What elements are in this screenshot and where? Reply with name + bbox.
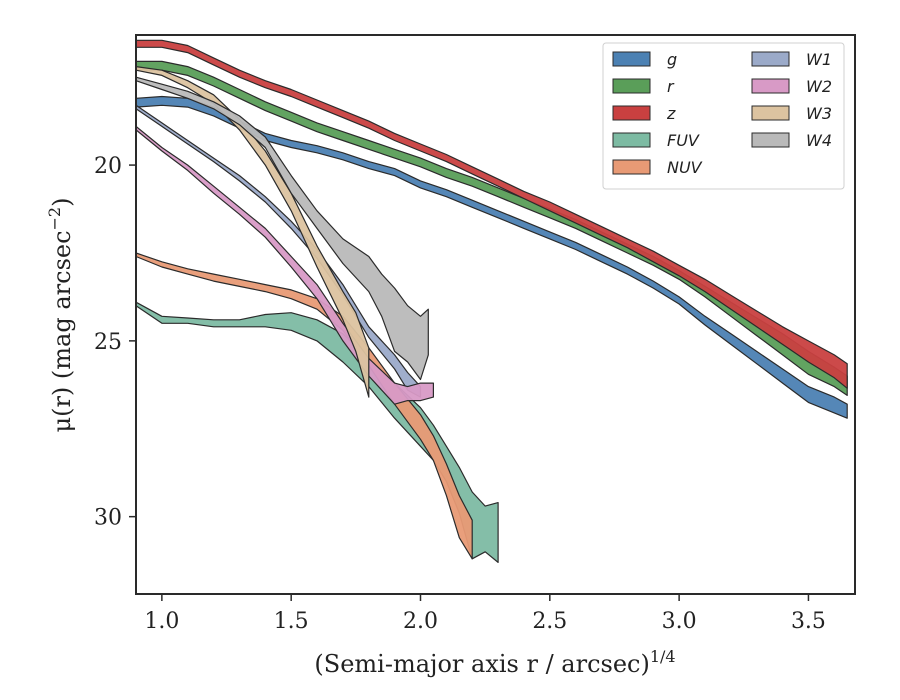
legend-label-w2: W2 bbox=[806, 77, 832, 96]
legend: grz FUV NUV W1 W2 W3 W4 bbox=[602, 42, 845, 190]
legend-label-w1: W1 bbox=[806, 50, 832, 69]
legend-swatch-w1 bbox=[751, 51, 790, 67]
legend-swatch-fuv bbox=[612, 132, 651, 148]
legend-swatch-r bbox=[612, 78, 651, 94]
y-tick-label: 25 bbox=[94, 330, 122, 355]
legend-swatch-nuv bbox=[612, 159, 651, 175]
band-z bbox=[135, 39, 848, 389]
y-tick-label: 20 bbox=[94, 154, 122, 179]
band-w4 bbox=[135, 76, 429, 381]
x-tick-label: 3.5 bbox=[791, 609, 826, 634]
legend-label-fuv: FUV bbox=[667, 131, 700, 150]
x-tick-label: 3.0 bbox=[662, 609, 697, 634]
x-tick-label: 2.0 bbox=[403, 609, 438, 634]
legend-swatch-w3 bbox=[751, 105, 790, 121]
legend-swatch-w2 bbox=[751, 78, 790, 94]
profile-bands bbox=[135, 39, 848, 563]
x-tick-label: 2.5 bbox=[532, 609, 567, 634]
legend-swatch-z bbox=[612, 105, 651, 121]
band-g bbox=[135, 95, 848, 419]
legend-label-w3: W3 bbox=[806, 104, 832, 123]
legend-label-z: z bbox=[666, 104, 676, 123]
y-tick-label: 30 bbox=[94, 506, 122, 531]
axis-ticks: 1.0 1.5 2.0 2.5 3.0 3.5 20 25 30 bbox=[94, 154, 826, 634]
legend-label-nuv: NUV bbox=[667, 158, 703, 177]
legend-label-w4: W4 bbox=[806, 131, 832, 150]
band-nuv bbox=[135, 252, 473, 560]
x-axis-label: (Semi-major axis r / arcsec)1/4 bbox=[314, 647, 675, 678]
band-w2 bbox=[135, 125, 434, 405]
x-tick-label: 1.5 bbox=[274, 609, 309, 634]
y-axis-label: μ(r) (mag arcsec−2) bbox=[45, 198, 76, 433]
legend-swatch-w4 bbox=[751, 132, 790, 148]
plot-frame bbox=[135, 34, 856, 595]
legend-label-r: r bbox=[667, 77, 675, 96]
legend-swatch-g bbox=[612, 51, 651, 67]
x-tick-label: 1.0 bbox=[144, 609, 179, 634]
legend-label-g: g bbox=[667, 50, 677, 69]
band-r bbox=[135, 60, 848, 396]
